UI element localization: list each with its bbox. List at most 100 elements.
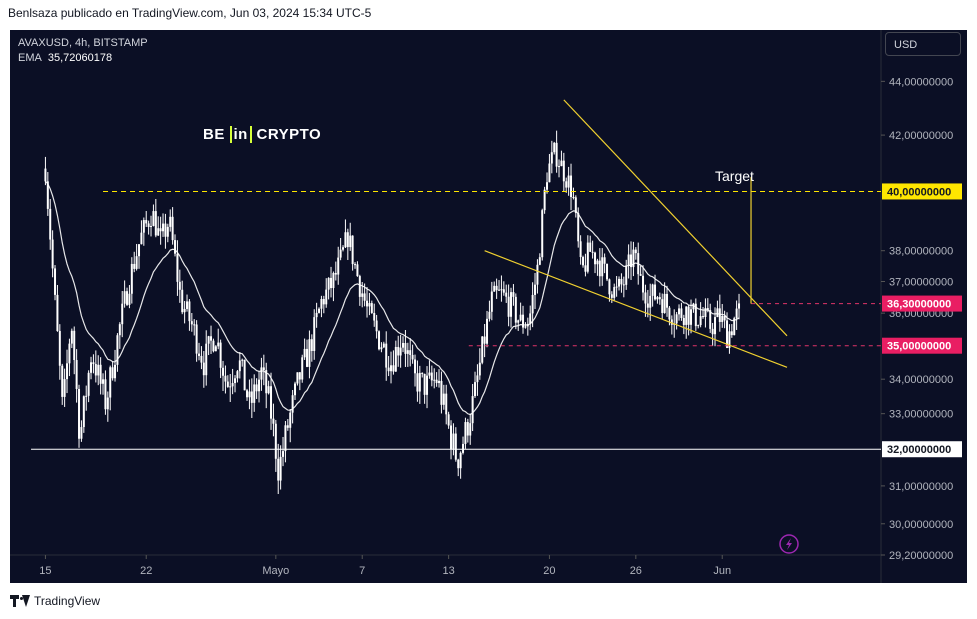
candle-body — [738, 303, 741, 309]
candle-body — [524, 326, 527, 328]
candle-body — [541, 210, 544, 258]
x-tick-label: 20 — [543, 565, 555, 577]
candle-body — [370, 303, 373, 313]
candle-body — [332, 272, 335, 289]
candle-body — [387, 367, 390, 372]
candle-body — [121, 303, 124, 325]
candle-body — [313, 317, 316, 351]
candle-body — [373, 312, 376, 321]
candle-body — [243, 359, 246, 391]
candle-body — [145, 220, 148, 224]
candle-body — [728, 331, 731, 349]
candle-body — [382, 343, 385, 348]
candle-body — [162, 223, 165, 232]
candle-body — [390, 365, 393, 372]
candle-body — [368, 303, 371, 307]
candle-body — [349, 235, 352, 248]
candle-body — [558, 166, 561, 168]
chart-area[interactable]: 44,00000000 42,00000000 38,00000000 37,0000… — [10, 30, 967, 583]
x-tick-label: 22 — [140, 565, 152, 577]
candle-body — [414, 359, 417, 374]
candle-body — [490, 291, 493, 312]
candle-body — [680, 308, 683, 318]
currency-button[interactable]: USD — [885, 32, 961, 56]
candle-body — [87, 372, 90, 396]
candle-body — [378, 331, 381, 350]
candle-body — [334, 272, 337, 275]
candle-body — [543, 189, 546, 211]
candle-body — [399, 347, 402, 356]
candle-body — [699, 316, 702, 326]
publisher-caption: Benlsaza publicado en TradingView.com, J… — [8, 6, 372, 20]
candle-body — [510, 292, 513, 317]
price-label: 40,00000000 — [887, 186, 951, 198]
candle-body — [318, 308, 321, 313]
candle-body — [198, 353, 201, 356]
candle-body — [325, 289, 328, 305]
candle-body — [171, 216, 174, 241]
y-tick-label: 29,20000000 — [889, 550, 953, 562]
candle-body — [442, 393, 445, 405]
candle-body — [661, 299, 664, 313]
candle-body — [193, 324, 196, 326]
candle-body — [102, 379, 105, 384]
candle-body — [478, 362, 481, 376]
price-chart[interactable]: 44,00000000 42,00000000 38,00000000 37,0000… — [10, 30, 967, 583]
price-label-box — [882, 441, 962, 458]
candle-body — [200, 355, 203, 363]
candle-body — [279, 456, 282, 481]
candle-body — [486, 318, 489, 344]
y-tick-label: 44,00000000 — [889, 76, 953, 88]
candle-body — [255, 384, 258, 392]
candle-body — [625, 265, 628, 285]
candle-body — [421, 372, 424, 374]
candle-body — [553, 142, 556, 153]
candle-body — [174, 240, 177, 254]
candle-body — [246, 390, 249, 398]
candle-body — [706, 308, 709, 311]
candle-body — [361, 293, 364, 297]
x-tick-label: 13 — [442, 565, 454, 577]
candle-body — [44, 168, 47, 182]
candle-body — [608, 279, 611, 295]
price-label: 36,30000000 — [887, 299, 951, 311]
candle-body — [397, 346, 400, 356]
candle-body — [94, 364, 97, 376]
candle-body — [493, 285, 496, 292]
candle-body — [63, 379, 66, 397]
candle-body — [267, 386, 270, 394]
tradingview-brand[interactable]: TradingView — [10, 594, 100, 608]
candle-body — [205, 343, 208, 376]
candle-body — [416, 373, 419, 392]
candle-body — [488, 311, 491, 319]
candle-body — [260, 367, 263, 380]
candle-body — [430, 372, 433, 381]
candle-body — [735, 308, 738, 319]
candle-body — [152, 211, 155, 226]
candle-body — [303, 348, 306, 358]
candle-body — [426, 375, 429, 395]
candle-body — [663, 293, 666, 313]
candle-body — [118, 324, 121, 336]
candle-body — [548, 163, 551, 183]
candle-body — [258, 379, 261, 392]
candle-body — [73, 330, 76, 361]
candle-body — [56, 294, 59, 332]
candle-body — [277, 458, 280, 481]
candle-body — [579, 241, 582, 258]
candle-body — [469, 423, 472, 436]
candle-body — [685, 306, 688, 325]
candle-body — [154, 211, 157, 236]
candle-body — [181, 289, 184, 313]
candle-body — [130, 263, 133, 294]
candle-body — [320, 299, 323, 309]
candle-body — [471, 396, 474, 424]
candle-body — [54, 268, 57, 295]
candle-body — [308, 339, 311, 367]
candle-body — [262, 367, 265, 371]
candle-body — [337, 257, 340, 275]
candle-body — [66, 363, 69, 380]
candle-body — [296, 372, 299, 384]
candle-body — [591, 251, 594, 253]
candle-body — [721, 315, 724, 322]
